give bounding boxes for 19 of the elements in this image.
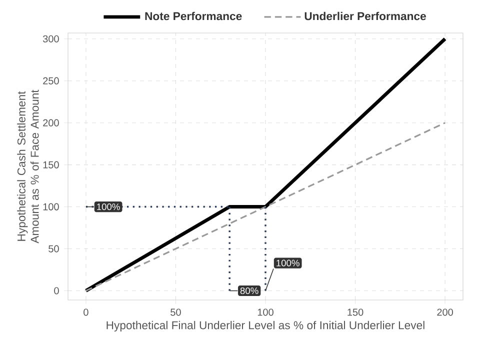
annotation: 100% (276, 260, 300, 266)
x-tick-label: 50 (170, 308, 181, 316)
y-tick-label: 200 (43, 119, 59, 126)
y-axis-title: Hypothetical Cash Settlement Amount as % of Face Amount (17, 90, 39, 244)
x-axis-title: Hypothetical Final Underlier Level as % of Initial Underlier Level (106, 320, 424, 332)
legend-label: Underlier Performance (304, 12, 426, 20)
y-tick-label: 300 (42, 35, 59, 42)
y-tick-label: 100 (43, 203, 59, 210)
y-tick-label: 150 (43, 161, 59, 168)
x-tick-label: 100 (258, 308, 274, 316)
x-tick-label: 200 (437, 308, 453, 316)
annotation: 80% (240, 287, 258, 294)
x-tick-label: 150 (348, 308, 364, 316)
y-tick-label: 0 (54, 287, 59, 294)
y-tick-label: 50 (48, 245, 59, 252)
y-tick-label: 250 (43, 77, 59, 84)
annotation: 100% (97, 204, 120, 210)
x-tick-label: 0 (84, 308, 88, 316)
legend-label: Note Performance (145, 12, 242, 20)
